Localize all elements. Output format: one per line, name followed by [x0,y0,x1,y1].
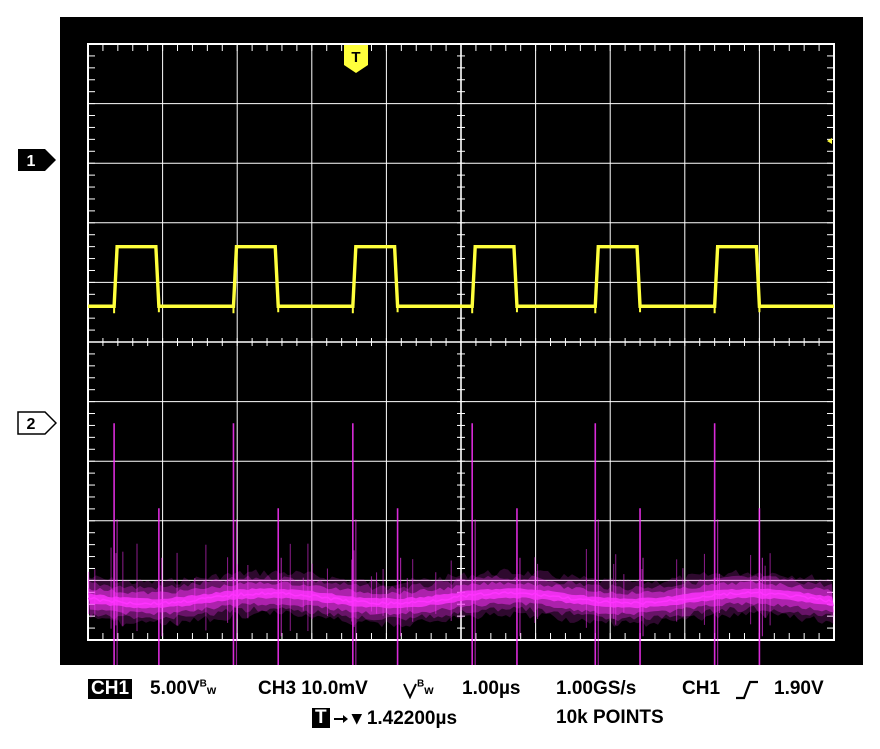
scope-screen: T [87,43,835,665]
ch1-scale: 5.00VBw [150,678,217,699]
trigger-position-marker: T [344,45,368,73]
readout-line-1: CH1 5.00VBw CH3 10.0mV Bw 1.00µs 1.00GS/… [0,678,880,702]
graticule [87,43,835,641]
ac-coupling-icon [403,683,417,699]
trigger-source: CH1 [682,678,721,699]
sample-rate: 1.00GS/s [556,678,637,699]
record-length: 10k POINTS [556,707,664,728]
rising-edge-icon [736,680,758,700]
trigger-level: 1.90V [774,678,824,699]
trigger-marker-label: T [351,49,360,66]
ch1-right-edge-arrow [827,138,832,144]
ch1-marker-label: 1 [27,153,36,170]
ch1-badge: CH1 [88,678,133,700]
timebase: 1.00µs [462,678,521,699]
trigger-badge: T [312,707,330,729]
arrow-right-icon [334,715,348,723]
readout-line-2: T ▾ 1.42200µs 10k POINTS [0,707,880,731]
ch2-center-line [87,590,833,606]
ch1-ground-marker[interactable]: 1 [17,148,57,172]
trigger-delay: ▾ 1.42200µs [352,708,458,729]
ch2-marker-label: 2 [27,416,36,433]
ch1-trace [88,244,834,314]
ch2-trace [87,423,834,665]
scope-display: T [60,17,863,665]
ch3-bw: Bw [417,678,434,697]
ch1-waveform [88,244,834,308]
ch2-ground-marker[interactable]: 2 [17,411,57,435]
ch3-scale: CH3 10.0mV [258,678,368,699]
